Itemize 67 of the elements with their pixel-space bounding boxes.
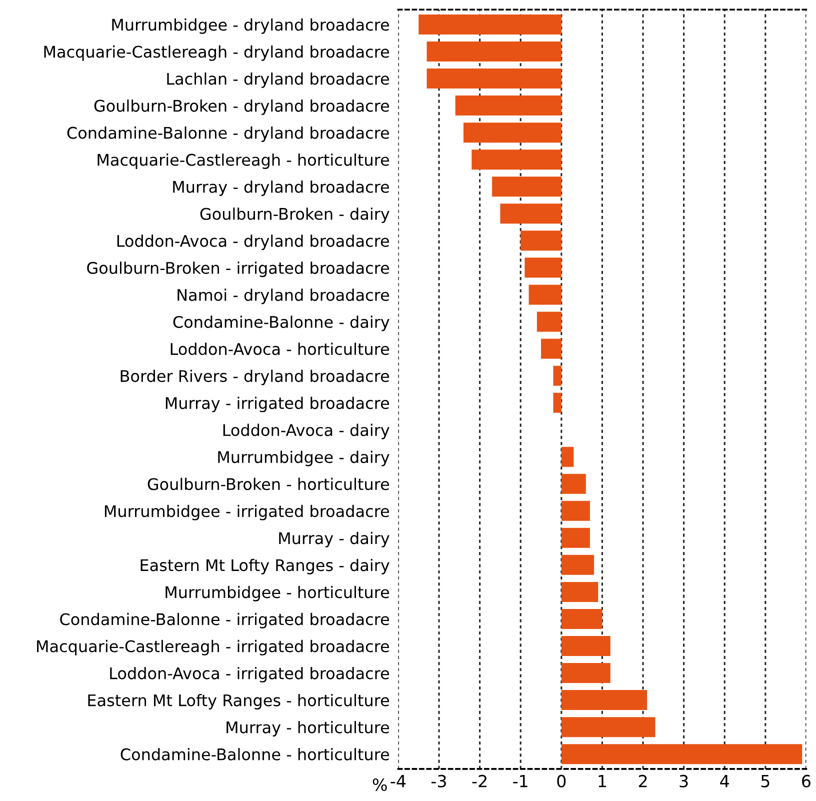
y-tick-label: Murrumbidgee - dryland broadacre bbox=[112, 18, 390, 34]
x-tick-label: 4 bbox=[720, 775, 729, 788]
bar bbox=[500, 204, 562, 224]
y-tick-label: Murrumbidgee - dairy bbox=[218, 450, 390, 466]
bar bbox=[524, 258, 562, 278]
y-tick-label: Murrumbidgee - irrigated broadacre bbox=[104, 504, 390, 520]
bar bbox=[426, 42, 562, 62]
x-tick-label: -2 bbox=[472, 774, 486, 788]
y-tick-label: Loddon-Avoca - irrigated broadacre bbox=[110, 666, 390, 682]
y-tick-label: Murray - dairy bbox=[279, 532, 390, 548]
bar bbox=[561, 744, 802, 764]
y-tick-label: Goulburn-Broken - irrigated broadacre bbox=[87, 262, 390, 278]
y-tick-label: Lachlan - dryland broadacre bbox=[167, 72, 390, 88]
y-tick-label: Goulburn-Broken - dairy bbox=[200, 208, 390, 224]
bar bbox=[561, 554, 594, 575]
y-tick-label: Condamine-Balonne - dryland broadacre bbox=[67, 126, 390, 142]
bar bbox=[492, 176, 562, 197]
bar bbox=[561, 446, 574, 467]
bar bbox=[472, 150, 562, 170]
x-axis-title: % bbox=[372, 778, 387, 791]
y-tick-label: Namoi - dryland broadacre bbox=[178, 288, 390, 304]
x-tick-label: 5 bbox=[761, 775, 770, 788]
bar bbox=[528, 284, 562, 305]
y-tick-label: Murrumbidgee - horticulture bbox=[166, 586, 390, 602]
y-tick-label: Macquarie-Castlereagh - horticulture bbox=[98, 154, 390, 169]
bar bbox=[418, 14, 562, 34]
y-tick-label: Goulburn-Broken - horticulture bbox=[148, 478, 390, 490]
bar bbox=[536, 312, 562, 332]
bar bbox=[561, 636, 610, 656]
y-tick-label: Condamine-Balonne - horticulture bbox=[120, 748, 390, 760]
bar bbox=[553, 366, 562, 386]
y-tick-label: Murray - irrigated broadacre bbox=[166, 396, 390, 412]
bar bbox=[553, 392, 562, 413]
y-tick-label: Macquarie-Castlereagh - dryland broadacre bbox=[44, 45, 390, 61]
bar bbox=[455, 96, 562, 116]
y-tick-label: Eastern Mt Lofty Ranges - horticulture bbox=[88, 694, 390, 710]
bar bbox=[541, 338, 562, 359]
bar bbox=[463, 122, 562, 143]
bar bbox=[561, 717, 656, 738]
x-tick-label: -1 bbox=[513, 775, 528, 788]
y-tick-label: Loddon-Avoca - dairy bbox=[223, 424, 390, 440]
bar bbox=[561, 608, 602, 629]
y-tick-label: Macquarie-Castlereagh - irrigated broadacre bbox=[37, 640, 390, 656]
x-tick-label: -4 bbox=[390, 775, 406, 788]
y-tick-label: Eastern Mt Lofty Ranges - dairy bbox=[140, 558, 390, 574]
y-tick-label: Loddon-Avoca - horticulture bbox=[170, 342, 390, 356]
bar bbox=[561, 690, 648, 710]
bar bbox=[561, 474, 586, 494]
bar bbox=[520, 230, 562, 251]
y-tick-label: Murray - horticulture bbox=[226, 721, 390, 736]
x-tick-label: 6 bbox=[802, 774, 810, 788]
x-tick-label: -3 bbox=[432, 774, 446, 788]
bar bbox=[561, 500, 590, 521]
bar bbox=[561, 582, 598, 602]
y-tick-label: Loddon-Avoca - dryland broadacre bbox=[117, 234, 390, 250]
y-tick-label: Border Rivers - dryland broadacre bbox=[120, 370, 390, 386]
y-tick-label: Murray - dryland broadacre bbox=[173, 180, 390, 196]
y-tick-label: Goulburn-Broken - dryland broadacre bbox=[94, 99, 390, 115]
bar bbox=[561, 528, 590, 548]
x-tick-label: 0 bbox=[557, 774, 566, 788]
bar bbox=[426, 68, 562, 89]
x-tick-label: 2 bbox=[638, 774, 647, 788]
x-tick-label: 1 bbox=[598, 775, 606, 788]
bar bbox=[561, 663, 610, 684]
x-tick-label: 3 bbox=[680, 774, 688, 788]
y-tick-label: Condamine-Balonne - dairy bbox=[173, 316, 390, 332]
y-tick-label: Condamine-Balonne - irrigated broadacre bbox=[60, 612, 390, 628]
